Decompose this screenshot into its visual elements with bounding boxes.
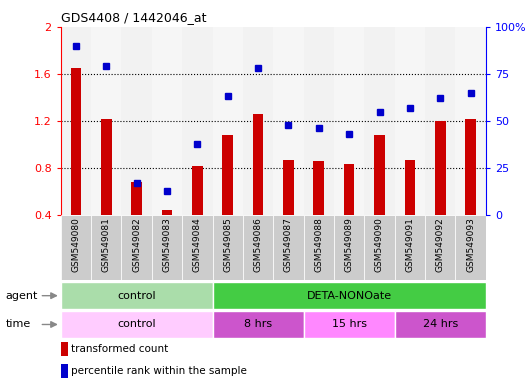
Text: GSM549086: GSM549086: [253, 217, 262, 272]
Bar: [162, 210, 172, 215]
Bar: [192, 166, 203, 215]
Bar: [455, 215, 486, 280]
Bar: [121, 215, 152, 280]
Text: control: control: [117, 291, 156, 301]
Text: GSM549091: GSM549091: [406, 217, 414, 272]
Text: 15 hrs: 15 hrs: [332, 319, 366, 329]
Bar: [243, 27, 274, 215]
Bar: [395, 311, 486, 338]
Bar: [404, 160, 415, 215]
Bar: [152, 215, 182, 280]
Bar: [253, 114, 263, 215]
Bar: [394, 215, 425, 280]
Bar: [182, 27, 212, 215]
Bar: [91, 27, 121, 215]
Bar: [274, 27, 304, 215]
Bar: [61, 282, 212, 309]
Text: 24 hrs: 24 hrs: [422, 319, 458, 329]
Text: GSM549081: GSM549081: [102, 217, 111, 272]
Bar: [364, 215, 395, 280]
Bar: [71, 68, 81, 215]
Bar: [334, 27, 364, 215]
Text: GDS4408 / 1442046_at: GDS4408 / 1442046_at: [61, 12, 206, 25]
Text: transformed count: transformed count: [71, 344, 168, 354]
Bar: [455, 27, 486, 215]
Bar: [212, 282, 486, 309]
Bar: [61, 342, 68, 356]
Bar: [91, 215, 121, 280]
Bar: [344, 164, 354, 215]
Bar: [435, 121, 446, 215]
Text: GSM549083: GSM549083: [163, 217, 172, 272]
Bar: [274, 215, 304, 280]
Bar: [334, 215, 364, 280]
Bar: [465, 119, 476, 215]
Bar: [394, 27, 425, 215]
Bar: [222, 135, 233, 215]
Text: GSM549085: GSM549085: [223, 217, 232, 272]
Bar: [61, 27, 91, 215]
Text: percentile rank within the sample: percentile rank within the sample: [71, 366, 247, 376]
Bar: [212, 27, 243, 215]
Bar: [425, 215, 455, 280]
Bar: [131, 182, 142, 215]
Bar: [61, 364, 68, 378]
Text: GSM549087: GSM549087: [284, 217, 293, 272]
Bar: [304, 215, 334, 280]
Text: agent: agent: [5, 291, 37, 301]
Bar: [61, 311, 212, 338]
Text: GSM549080: GSM549080: [71, 217, 80, 272]
Bar: [425, 27, 455, 215]
Bar: [212, 215, 243, 280]
Text: GSM549090: GSM549090: [375, 217, 384, 272]
Bar: [101, 119, 111, 215]
Bar: [364, 27, 395, 215]
Bar: [304, 27, 334, 215]
Text: control: control: [117, 319, 156, 329]
Text: GSM549088: GSM549088: [314, 217, 323, 272]
Text: GSM549089: GSM549089: [345, 217, 354, 272]
Bar: [152, 27, 182, 215]
Bar: [283, 160, 294, 215]
Text: GSM549093: GSM549093: [466, 217, 475, 272]
Bar: [243, 215, 274, 280]
Text: DETA-NONOate: DETA-NONOate: [307, 291, 392, 301]
Text: 8 hrs: 8 hrs: [244, 319, 272, 329]
Bar: [212, 311, 304, 338]
Text: GSM549092: GSM549092: [436, 217, 445, 272]
Bar: [304, 311, 395, 338]
Bar: [61, 215, 91, 280]
Text: GSM549082: GSM549082: [132, 217, 141, 272]
Bar: [374, 135, 385, 215]
Bar: [314, 161, 324, 215]
Bar: [121, 27, 152, 215]
Text: GSM549084: GSM549084: [193, 217, 202, 272]
Text: time: time: [5, 319, 31, 329]
Bar: [182, 215, 212, 280]
